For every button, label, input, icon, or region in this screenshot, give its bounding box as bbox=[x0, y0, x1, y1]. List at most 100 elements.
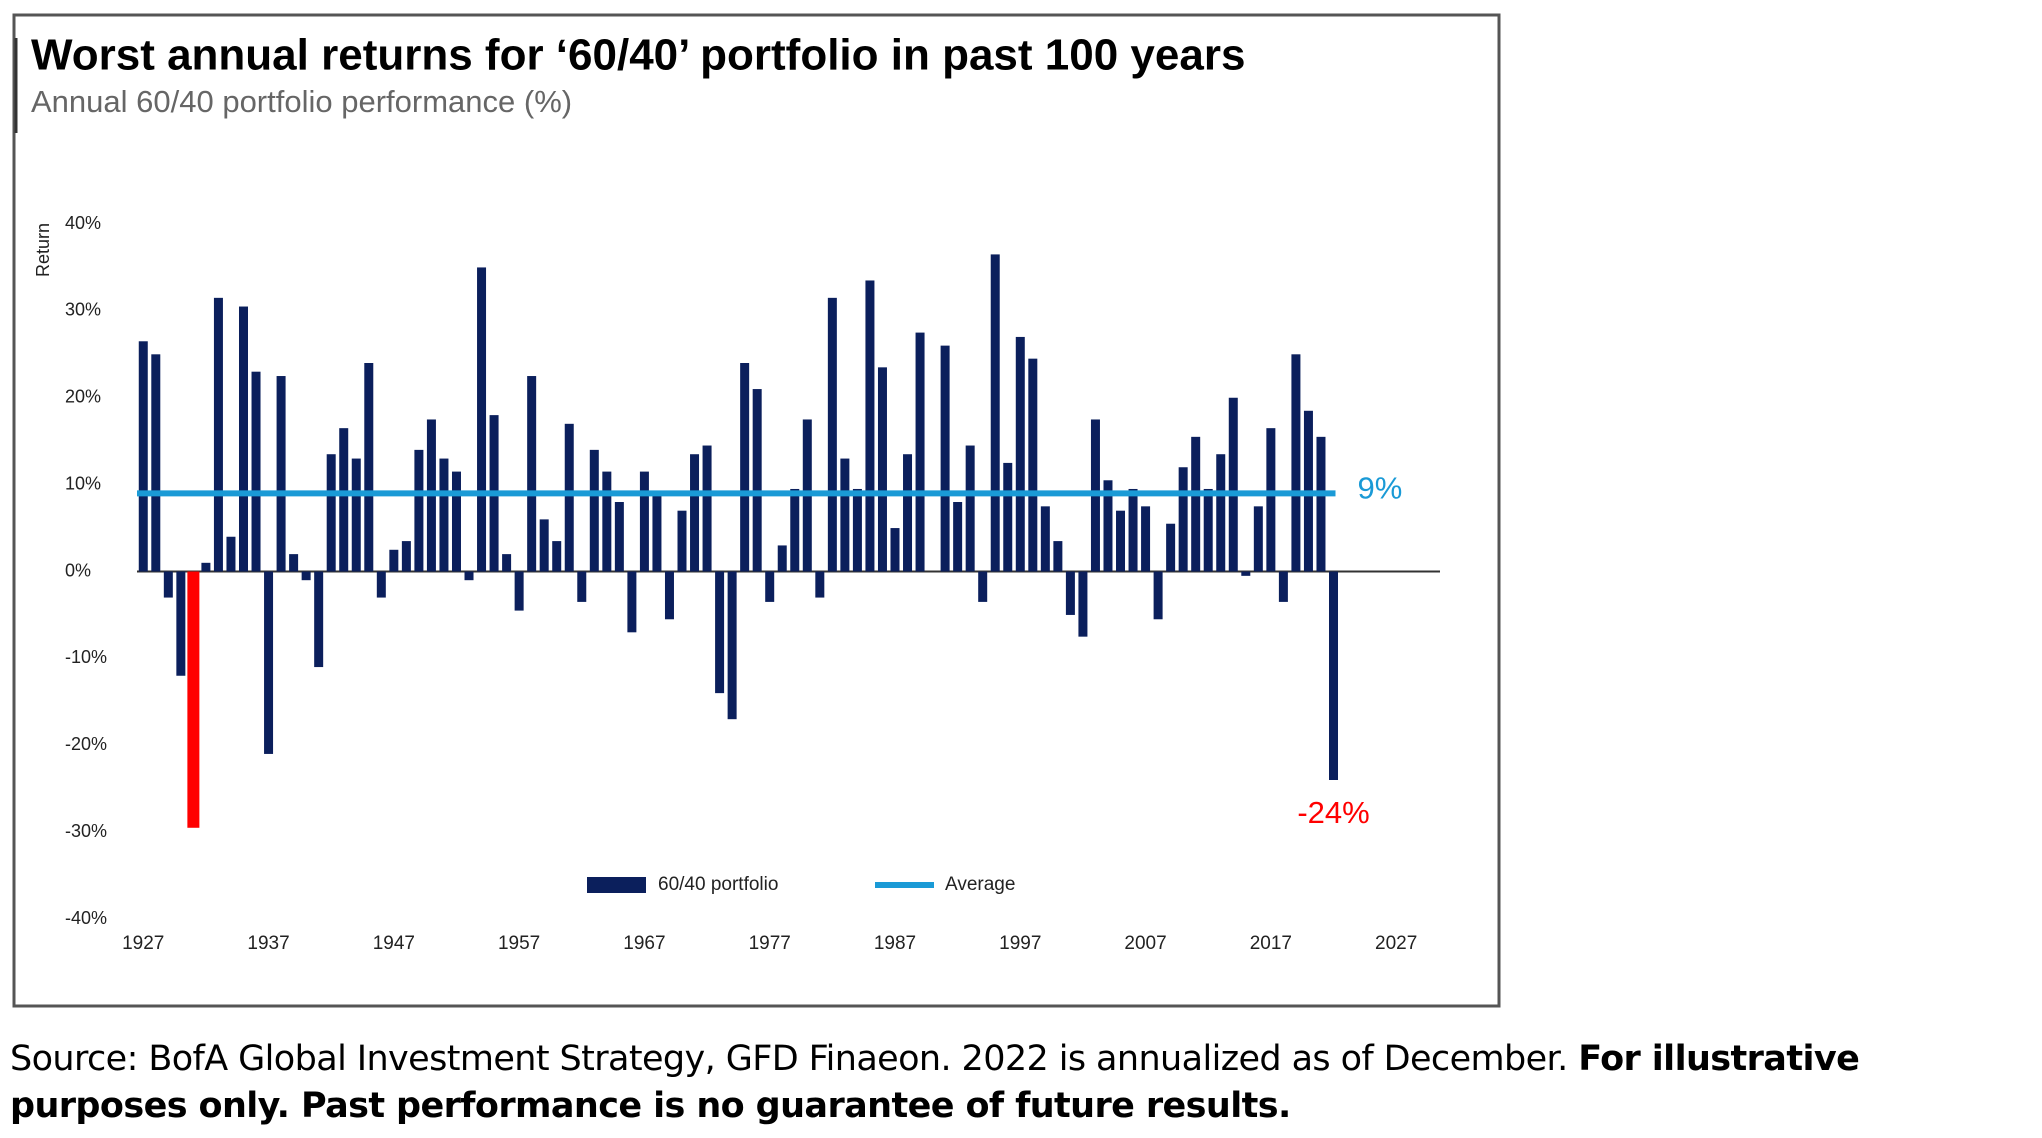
bar bbox=[877, 367, 887, 572]
chart-subtitle: Annual 60/40 portfolio performance (%) bbox=[31, 84, 572, 119]
bar bbox=[1228, 397, 1238, 572]
bar bbox=[238, 306, 248, 572]
bar bbox=[151, 354, 161, 572]
y-axis-label: Return bbox=[33, 223, 53, 277]
bar bbox=[740, 363, 750, 572]
bar bbox=[414, 449, 424, 572]
bar bbox=[852, 488, 862, 572]
footer: Source: BofA Global Investment Strategy,… bbox=[10, 1036, 2035, 1130]
chart-frame bbox=[12, 13, 1501, 1008]
bar bbox=[226, 536, 236, 572]
bar bbox=[589, 449, 599, 572]
bar bbox=[163, 571, 173, 598]
bar bbox=[840, 458, 850, 572]
bar bbox=[752, 389, 762, 572]
bar bbox=[777, 545, 787, 572]
bar bbox=[1003, 462, 1013, 572]
bar bbox=[289, 554, 299, 572]
bar bbox=[401, 541, 411, 572]
x-tick-label: 2007 bbox=[1124, 933, 1166, 954]
bar bbox=[953, 502, 963, 572]
y-tick-label: -30% bbox=[65, 821, 107, 841]
disclaimer: For illustrative purposes only. Past per… bbox=[10, 1039, 1860, 1126]
bar bbox=[1266, 428, 1276, 572]
bar bbox=[890, 528, 900, 572]
bar bbox=[1166, 523, 1176, 572]
y-tick-label: 0% bbox=[65, 560, 91, 580]
bar bbox=[903, 454, 913, 572]
bar bbox=[527, 376, 537, 572]
x-tick-label: 1947 bbox=[373, 933, 415, 954]
bar bbox=[915, 332, 925, 572]
y-tick-label: 30% bbox=[65, 300, 101, 320]
y-tick-label: 10% bbox=[65, 473, 101, 493]
bar bbox=[326, 454, 336, 572]
x-tick-label: 1937 bbox=[247, 933, 289, 954]
bar bbox=[1053, 541, 1063, 572]
bar bbox=[815, 571, 825, 598]
bar bbox=[251, 371, 261, 572]
average-label: 9% bbox=[1358, 471, 1403, 506]
bar bbox=[1241, 571, 1251, 576]
bar bbox=[690, 454, 700, 572]
bar bbox=[639, 471, 649, 572]
bar bbox=[477, 267, 487, 572]
x-tick-label: 2027 bbox=[1375, 933, 1417, 954]
bar bbox=[702, 445, 712, 572]
bar bbox=[339, 428, 349, 572]
x-tick-label: 1987 bbox=[874, 933, 916, 954]
x-tick-label: 2017 bbox=[1250, 933, 1292, 954]
bar bbox=[364, 363, 374, 572]
y-tick-label: -10% bbox=[65, 647, 107, 667]
bar bbox=[990, 254, 1000, 572]
bar bbox=[176, 571, 186, 676]
source: Source: BofA Global Investment Strategy,… bbox=[10, 1039, 1568, 1079]
bar bbox=[264, 571, 274, 754]
bar bbox=[1191, 436, 1201, 572]
bar bbox=[187, 571, 200, 828]
x-tick-label: 1967 bbox=[623, 933, 665, 954]
bar bbox=[664, 571, 674, 620]
x-tick-label: 1927 bbox=[122, 933, 164, 954]
bar bbox=[1065, 571, 1075, 615]
bar bbox=[1216, 454, 1226, 572]
bar bbox=[1153, 571, 1163, 620]
bar bbox=[376, 571, 386, 598]
bar bbox=[1278, 571, 1288, 602]
bar bbox=[827, 297, 837, 572]
bar bbox=[539, 519, 549, 572]
bar bbox=[715, 571, 725, 694]
bar bbox=[1141, 506, 1151, 572]
bar bbox=[564, 423, 574, 572]
bar bbox=[1178, 467, 1188, 572]
bar bbox=[1116, 510, 1126, 572]
bar bbox=[552, 541, 562, 572]
bar bbox=[351, 458, 361, 572]
bar bbox=[464, 571, 474, 581]
bar bbox=[276, 376, 286, 572]
bar bbox=[1316, 436, 1326, 572]
bar bbox=[201, 562, 211, 572]
value-label: -24% bbox=[1297, 795, 1369, 830]
y-tick-label: 20% bbox=[65, 387, 101, 407]
legend-label: Average bbox=[945, 874, 1015, 895]
bar bbox=[301, 571, 311, 581]
x-tick-label: 1977 bbox=[749, 933, 791, 954]
bar bbox=[765, 571, 775, 602]
bar bbox=[965, 445, 975, 572]
bar bbox=[314, 571, 324, 668]
y-tick-label: -40% bbox=[65, 908, 107, 928]
chart: Worst annual returns for ‘60/40’ portfol… bbox=[12, 13, 1501, 1008]
bar bbox=[389, 549, 399, 572]
bar bbox=[1078, 571, 1088, 637]
bar bbox=[865, 280, 875, 572]
bar bbox=[602, 471, 612, 572]
bar bbox=[577, 571, 587, 602]
bar bbox=[727, 571, 737, 720]
legend-label: 60/40 portfolio bbox=[658, 874, 778, 895]
y-tick-label: 40% bbox=[65, 213, 101, 233]
bar bbox=[439, 458, 449, 572]
bar bbox=[940, 345, 950, 572]
bar bbox=[614, 502, 624, 572]
